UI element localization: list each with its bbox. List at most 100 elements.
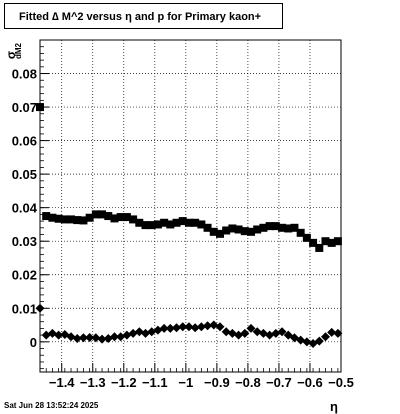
data-point-diamond [258, 328, 268, 338]
data-point-diamond [165, 323, 175, 333]
data-point-diamond [91, 333, 101, 343]
data-point-diamond [184, 322, 194, 332]
x-tick-label: −1.3 [80, 375, 106, 390]
x-tick-label: −1 [178, 375, 193, 390]
data-point-diamond [178, 322, 188, 332]
x-tick-label: −1.4 [49, 375, 75, 390]
axis-ticks [39, 46, 342, 372]
data-point-square [191, 218, 200, 227]
data-point-diamond [327, 327, 337, 337]
data-point-diamond [190, 323, 200, 333]
data-point-square [315, 243, 324, 252]
data-point-diamond [66, 332, 76, 342]
data-point-square [253, 225, 262, 234]
data-point-diamond [35, 303, 45, 313]
data-point-square [36, 103, 44, 112]
data-point-square [234, 225, 243, 234]
data-point-diamond [41, 330, 51, 340]
data-point-square [73, 216, 82, 225]
timestamp: Sat Jun 28 13:52:24 2025 [4, 401, 99, 410]
data-point-diamond [209, 320, 219, 330]
data-point-diamond [97, 334, 107, 344]
data-point-square [290, 223, 299, 232]
data-point-diamond [54, 330, 64, 340]
data-point-diamond [134, 327, 144, 337]
data-point-square [116, 213, 125, 222]
data-point-diamond [240, 328, 250, 338]
y-tick-label: 0.03 [12, 234, 37, 249]
x-tick-label: −0.6 [297, 375, 323, 390]
data-point-diamond [172, 323, 182, 333]
data-point-square [333, 237, 342, 246]
data-point-square [85, 213, 94, 222]
data-point-square [203, 223, 212, 232]
data-series [35, 103, 343, 348]
data-point-diamond [153, 325, 163, 335]
data-point-square [60, 215, 69, 224]
series-diamond [35, 303, 343, 348]
y-tick-label: 0.02 [12, 268, 37, 283]
data-point-square [160, 218, 169, 227]
y-axis-label: σ [4, 51, 18, 59]
data-point-square [259, 223, 268, 232]
data-point-square [178, 217, 187, 226]
data-point-diamond [252, 327, 262, 337]
data-point-diamond [141, 328, 151, 338]
tick-labels: −1.4 −1.3 −1.2 −1.1 −1 −0.9 −0.8 −0.7 −0.6 −0.5 0 0… [12, 67, 354, 390]
data-point-square [247, 227, 256, 236]
data-point-diamond [333, 328, 343, 338]
data-point-square [228, 224, 237, 233]
data-point-diamond [128, 328, 138, 338]
data-point-square [215, 229, 224, 238]
y-tick-label: 0.01 [12, 301, 37, 316]
data-point-square [135, 218, 144, 227]
data-point-diamond [246, 323, 256, 333]
data-point-diamond [234, 330, 244, 340]
data-point-square [166, 220, 175, 229]
data-point-diamond [159, 323, 169, 333]
y-tick-label: 0.08 [12, 67, 37, 82]
data-point-square [129, 215, 138, 224]
x-tick-label: −0.7 [266, 375, 292, 390]
data-point-square [184, 218, 193, 227]
data-point-diamond [265, 330, 275, 340]
data-point-square [141, 221, 150, 230]
data-point-square [48, 213, 57, 222]
data-point-square [98, 210, 107, 219]
x-tick-label: −0.8 [235, 375, 261, 390]
data-point-square [284, 224, 293, 233]
data-point-diamond [109, 332, 119, 342]
data-point-diamond [296, 335, 306, 345]
data-point-square [302, 233, 311, 242]
data-point-square [197, 220, 206, 229]
y-tick-label: 0.05 [12, 167, 37, 182]
x-tick-label: −1.1 [142, 375, 168, 390]
data-point-square [321, 237, 330, 246]
data-point-diamond [320, 332, 330, 342]
y-axis-label-subscript: dM2 [14, 42, 23, 59]
y-tick-label: 0.07 [12, 100, 37, 115]
data-point-square [309, 238, 318, 247]
chart-title: Fitted ∆ M^2 versus η and p for Primary … [19, 11, 262, 23]
data-point-diamond [221, 327, 231, 337]
data-point-square [122, 213, 131, 222]
data-point-square [222, 226, 231, 235]
data-point-diamond [78, 333, 88, 343]
data-point-square [110, 214, 119, 223]
y-tick-label: 0 [30, 335, 37, 350]
data-point-square [209, 227, 218, 236]
data-point-diamond [116, 332, 126, 342]
data-point-square [278, 223, 287, 232]
data-point-diamond [227, 328, 237, 338]
data-point-diamond [196, 322, 206, 332]
data-point-square [271, 222, 280, 231]
data-point-diamond [302, 337, 312, 347]
data-point-diamond [203, 321, 213, 331]
data-point-square [172, 218, 181, 227]
data-point-diamond [277, 327, 287, 337]
data-point-square [104, 212, 113, 221]
data-point-diamond [85, 332, 95, 342]
plot-frame [39, 39, 342, 373]
series-square [36, 103, 342, 252]
